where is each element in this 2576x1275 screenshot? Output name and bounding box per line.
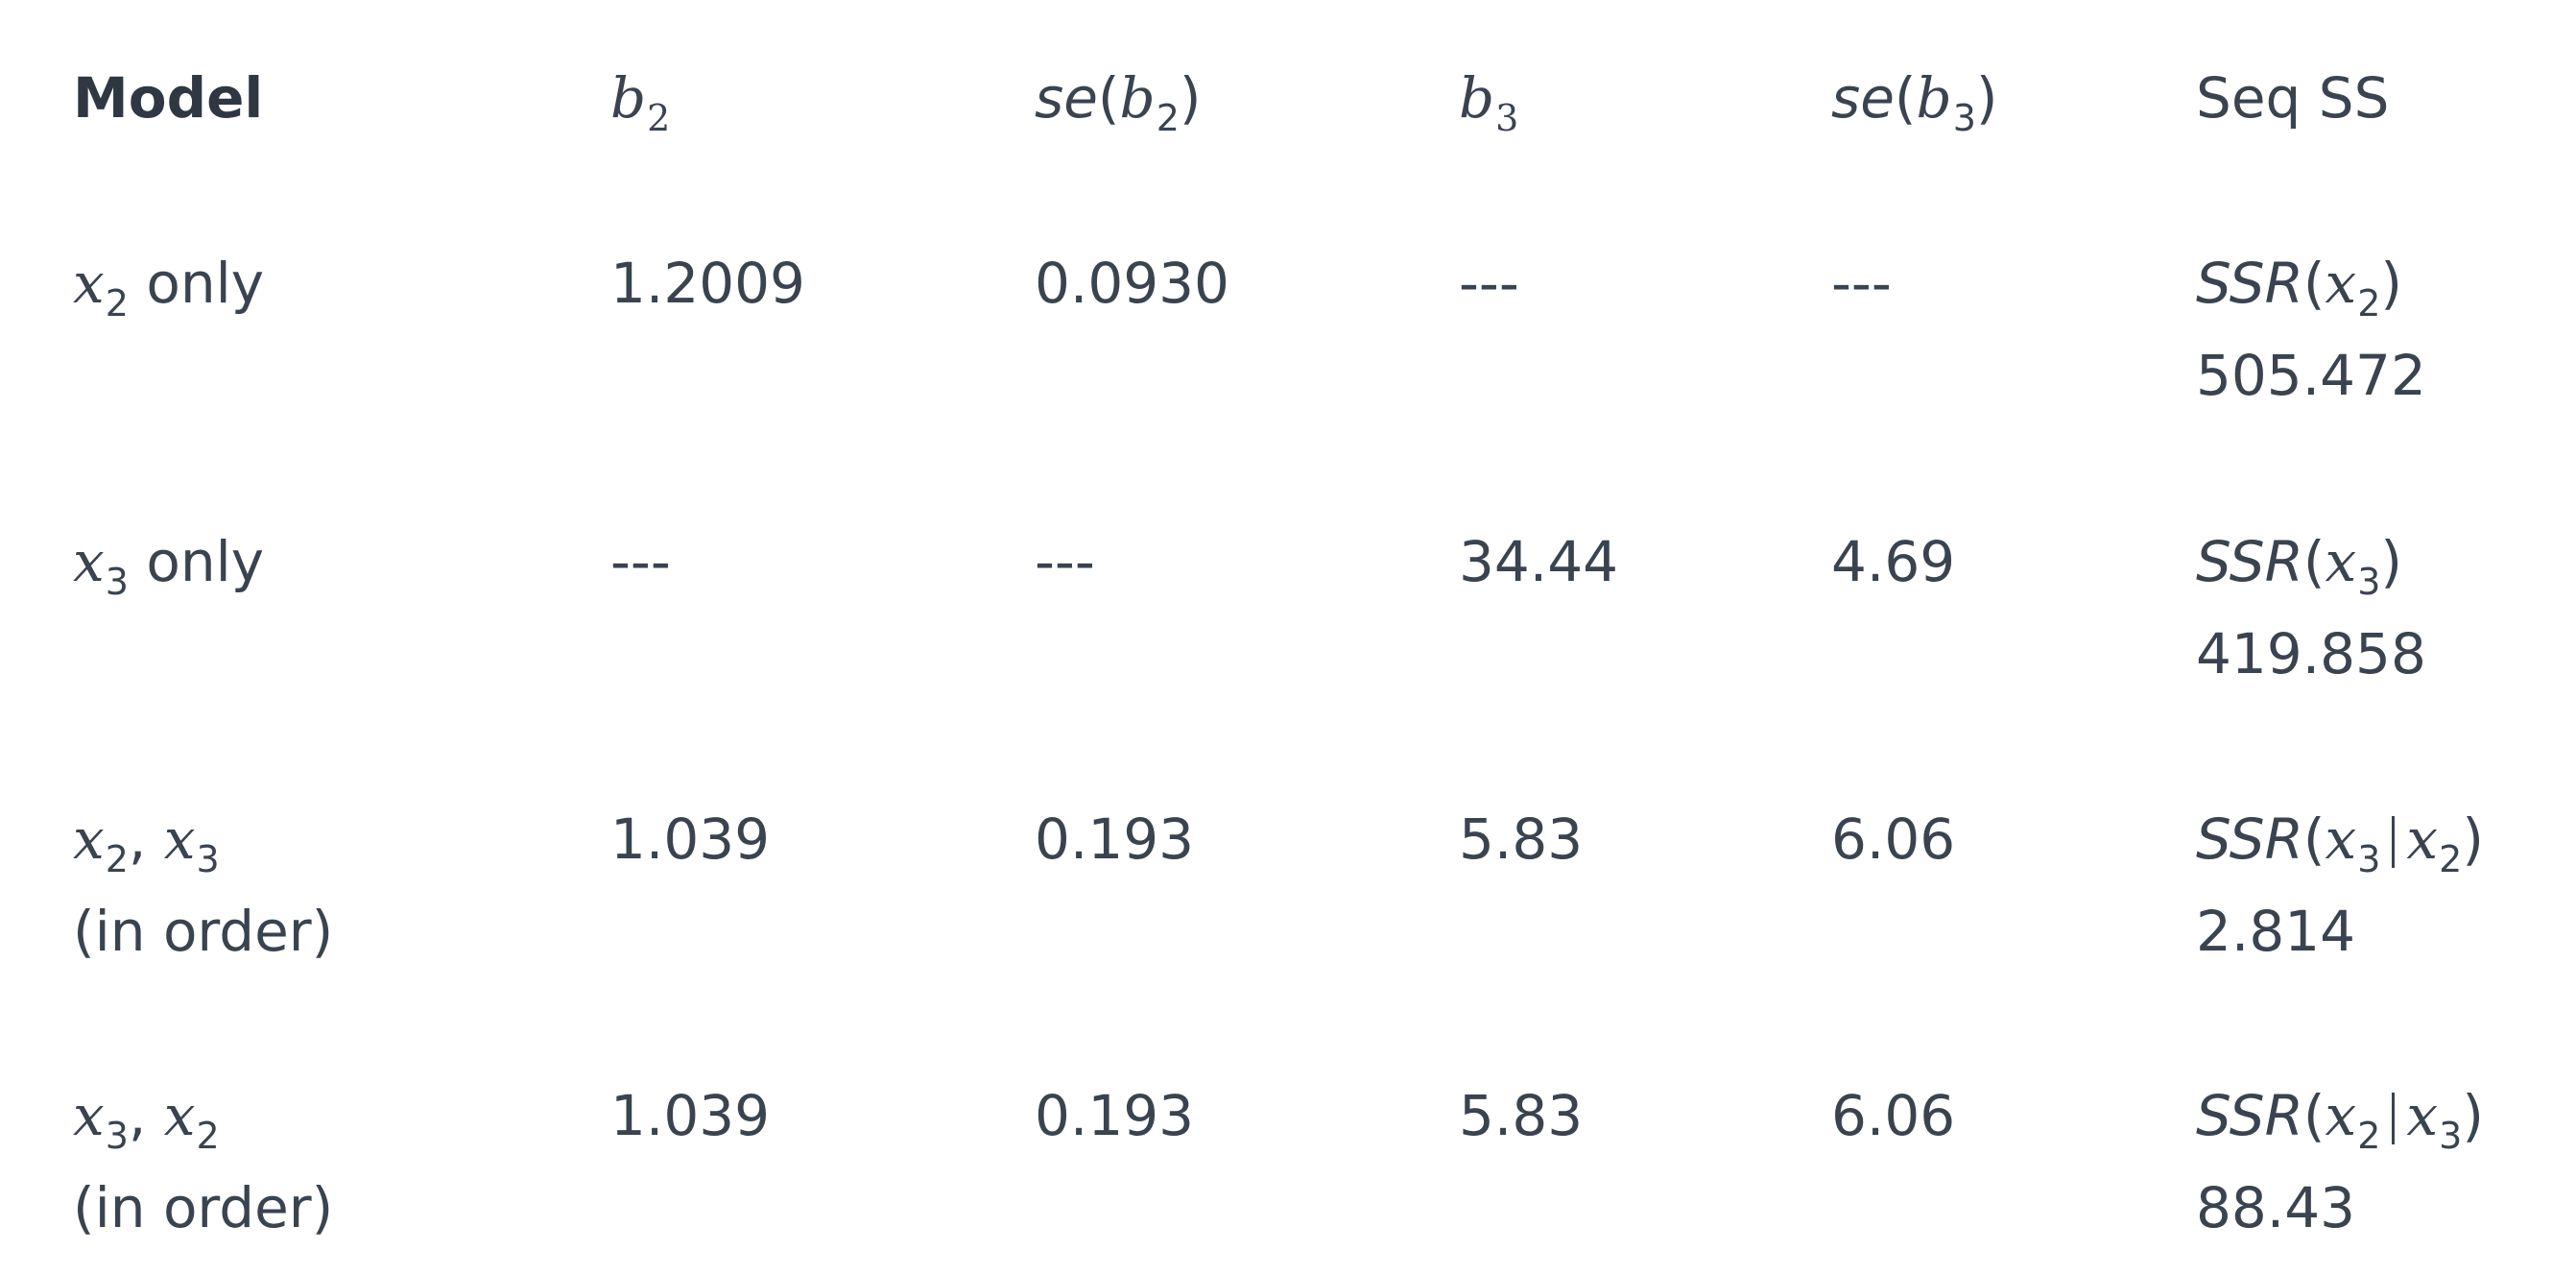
row2-se-b3: 4.69 xyxy=(1831,529,1956,594)
header-b2-subscript: 2 xyxy=(647,97,671,139)
row3-seqss-value: 2.814 xyxy=(2196,899,2356,964)
row2-seqss-label: SSR(x3) xyxy=(2196,529,2403,603)
row1-seqss-label: SSR(x2) xyxy=(2196,251,2403,325)
header-se-b2: se(b2) xyxy=(1035,65,1202,139)
row1-se-b2: 0.0930 xyxy=(1035,251,1229,316)
header-b3-symbol: b xyxy=(1459,65,1495,131)
row4-model-note: (in order) xyxy=(73,1175,334,1240)
row4-seqss-label: SSR(x2 x3) xyxy=(2196,1083,2484,1157)
row3-model-note: (in order) xyxy=(73,899,334,964)
header-b3-subscript: 3 xyxy=(1495,97,1519,139)
row4-seqss-value: 88.43 xyxy=(2196,1175,2356,1240)
row3-b2: 1.039 xyxy=(610,806,771,872)
header-se-b3: se(b3) xyxy=(1831,65,1998,139)
row4-se-b3: 6.06 xyxy=(1831,1083,1956,1148)
row3-b3: 5.83 xyxy=(1459,806,1584,872)
row3-se-b2: 0.193 xyxy=(1035,806,1195,872)
row4-b2: 1.039 xyxy=(610,1083,771,1148)
row3-seqss-label: SSR(x3 x2) xyxy=(2196,806,2484,880)
header-model: Model xyxy=(73,65,264,131)
row2-seqss-value: 419.858 xyxy=(2196,621,2426,686)
row4-b3: 5.83 xyxy=(1459,1083,1584,1148)
row3-model: x2, x3 xyxy=(73,806,220,880)
row1-model: x2 only xyxy=(73,251,265,325)
row1-seqss-value: 505.472 xyxy=(2196,343,2426,408)
header-seq-ss: Seq SS xyxy=(2196,65,2390,131)
header-se-b2-subscript: 2 xyxy=(1156,97,1180,139)
row2-se-b2: --- xyxy=(1035,529,1095,594)
row1-b2: 1.2009 xyxy=(610,251,805,316)
row4-model: x3, x2 xyxy=(73,1083,220,1157)
row3-se-b3: 6.06 xyxy=(1831,806,1956,872)
given-bar xyxy=(2392,816,2396,868)
given-bar xyxy=(2392,1093,2396,1144)
row4-se-b2: 0.193 xyxy=(1035,1083,1195,1148)
row1-se-b3: --- xyxy=(1831,251,1892,316)
row1-b3: --- xyxy=(1459,251,1519,316)
header-se-b2-fn: se xyxy=(1035,65,1098,131)
header-b3: b3 xyxy=(1459,52,1518,151)
header-b2-symbol: b xyxy=(610,65,647,131)
header-b2: b2 xyxy=(610,52,670,151)
row2-b2: --- xyxy=(610,529,671,594)
header-se-b2-symbol: b xyxy=(1119,65,1156,131)
row2-model: x3 only xyxy=(73,529,265,603)
row2-b3: 34.44 xyxy=(1459,529,1619,594)
header-se-b3-subscript: 3 xyxy=(1952,97,1976,139)
header-se-b3-symbol: b xyxy=(1916,65,1952,131)
header-se-b3-fn: se xyxy=(1831,65,1895,131)
